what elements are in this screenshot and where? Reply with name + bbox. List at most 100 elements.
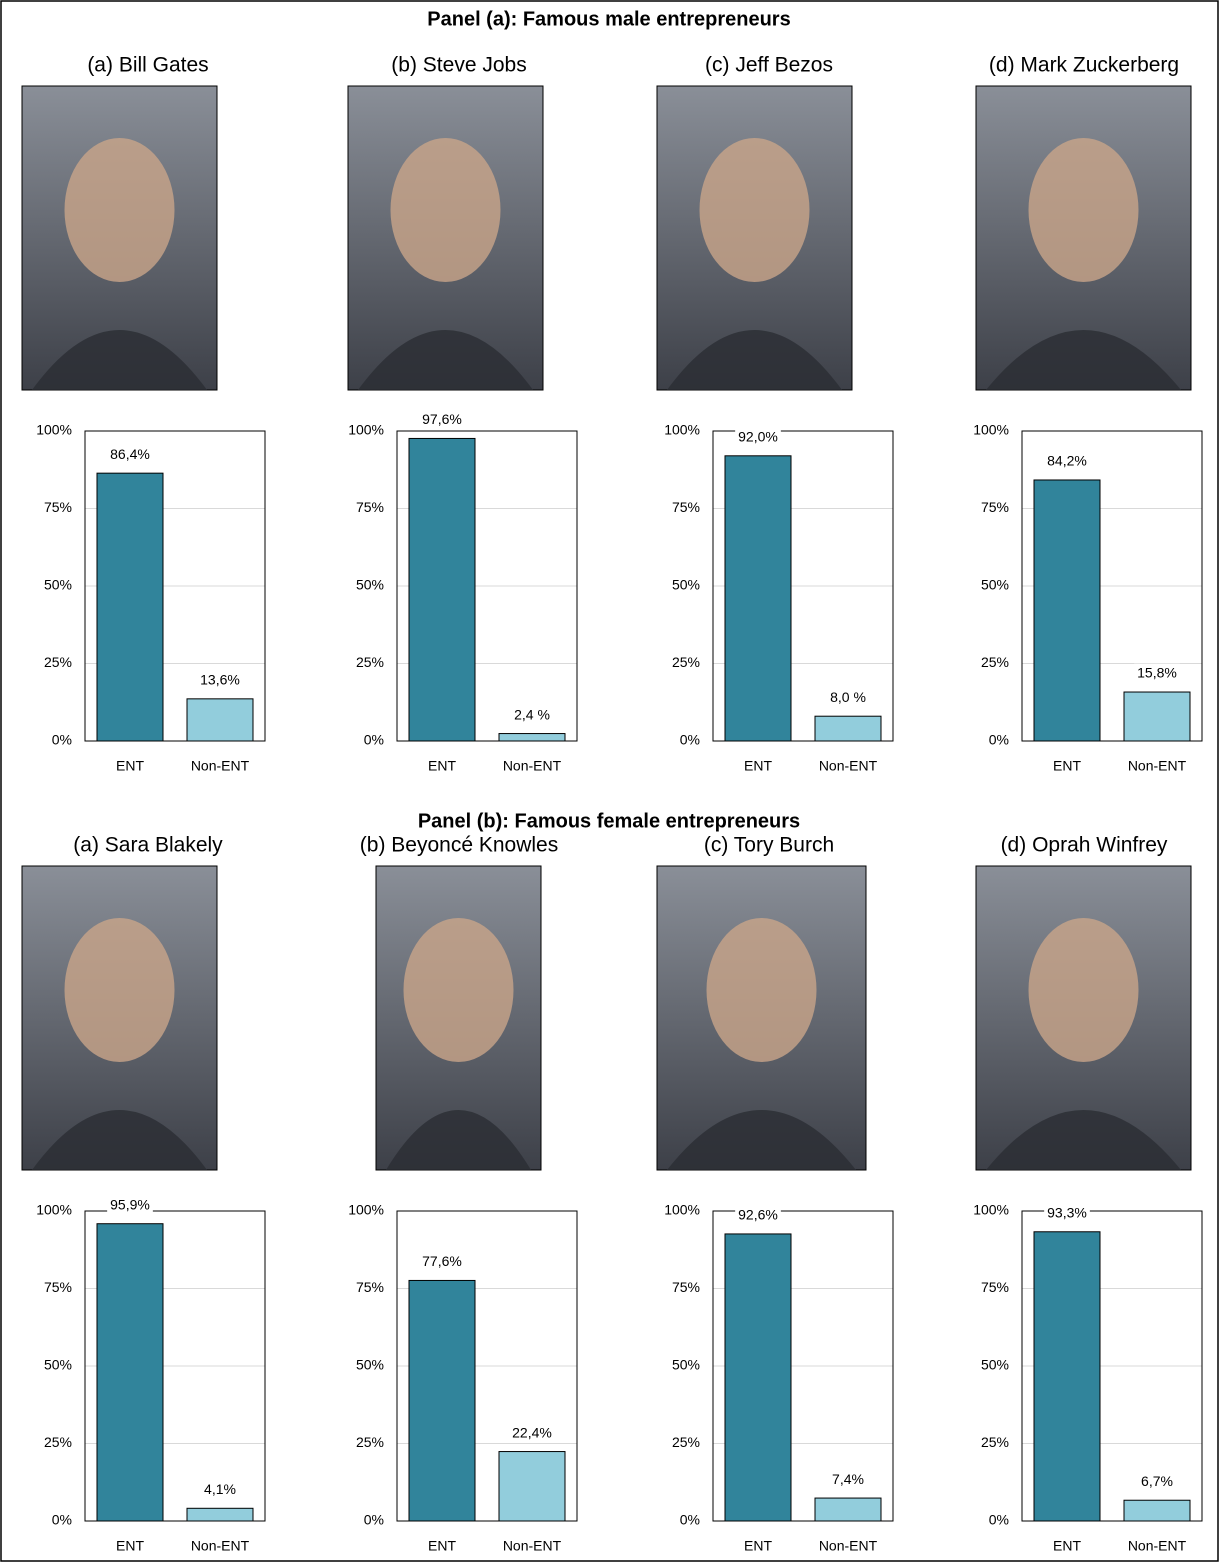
y-tick-label: 0%	[989, 732, 1009, 748]
photo-face	[65, 138, 175, 282]
chart-title: (a) Sara Blakely	[73, 834, 223, 857]
y-tick-label: 75%	[44, 499, 72, 515]
value-label: 22,4%	[512, 1424, 552, 1440]
value-label: 7,4%	[832, 1471, 864, 1487]
y-tick-label: 75%	[672, 499, 700, 515]
y-tick-label: 50%	[672, 1357, 700, 1373]
bar	[97, 473, 163, 741]
bar	[409, 1280, 475, 1521]
x-tick-label: ENT	[1053, 1538, 1081, 1554]
x-tick-label: ENT	[428, 758, 456, 774]
y-tick-label: 50%	[981, 577, 1009, 593]
bar	[499, 734, 565, 741]
x-tick-label: Non-ENT	[1128, 758, 1187, 774]
panel-title: Panel (b): Famous female entrepreneurs	[418, 810, 800, 832]
y-tick-label: 50%	[44, 1357, 72, 1373]
photo-face	[1029, 138, 1139, 282]
chart-title: (b) Beyoncé Knowles	[360, 834, 558, 857]
bar	[1034, 1232, 1100, 1521]
y-tick-label: 0%	[364, 1512, 384, 1528]
value-label: 6,7%	[1141, 1473, 1173, 1489]
x-tick-label: Non-ENT	[503, 758, 562, 774]
bar	[725, 456, 791, 741]
y-tick-label: 0%	[680, 732, 700, 748]
y-tick-label: 100%	[348, 1202, 384, 1218]
y-tick-label: 100%	[973, 1202, 1009, 1218]
y-tick-label: 25%	[44, 1434, 72, 1450]
x-tick-label: ENT	[744, 1538, 772, 1554]
bar	[1034, 480, 1100, 741]
photo-face	[65, 918, 175, 1062]
y-tick-label: 100%	[973, 422, 1009, 438]
photo-face	[391, 138, 501, 282]
bar	[725, 1234, 791, 1521]
photo-face	[707, 918, 817, 1062]
value-label: 93,3%	[1047, 1204, 1087, 1220]
y-tick-label: 25%	[672, 654, 700, 670]
y-tick-label: 75%	[981, 499, 1009, 515]
y-tick-label: 0%	[52, 1512, 72, 1528]
bar	[187, 1508, 253, 1521]
y-tick-label: 50%	[356, 577, 384, 593]
x-tick-label: Non-ENT	[191, 758, 250, 774]
x-tick-label: ENT	[116, 1538, 144, 1554]
bar	[409, 438, 475, 741]
y-tick-label: 0%	[680, 1512, 700, 1528]
y-tick-label: 50%	[981, 1357, 1009, 1373]
x-tick-label: ENT	[1053, 758, 1081, 774]
value-label: 77,6%	[422, 1253, 462, 1269]
value-label: 4,1%	[204, 1481, 236, 1497]
y-tick-label: 75%	[356, 499, 384, 515]
bar	[97, 1224, 163, 1521]
value-label: 97,6%	[422, 411, 462, 427]
chart-title: (d) Mark Zuckerberg	[989, 54, 1179, 77]
y-tick-label: 0%	[989, 1512, 1009, 1528]
chart-title: (c) Tory Burch	[704, 834, 834, 857]
bar	[187, 699, 253, 741]
y-tick-label: 25%	[981, 1434, 1009, 1450]
y-tick-label: 0%	[52, 732, 72, 748]
y-tick-label: 25%	[356, 1434, 384, 1450]
y-tick-label: 25%	[44, 654, 72, 670]
y-tick-label: 100%	[36, 1202, 72, 1218]
bar	[815, 1498, 881, 1521]
x-tick-label: Non-ENT	[191, 1538, 250, 1554]
x-tick-label: Non-ENT	[1128, 1538, 1187, 1554]
y-tick-label: 75%	[356, 1279, 384, 1295]
x-tick-label: ENT	[116, 758, 144, 774]
value-label: 13,6%	[200, 672, 240, 688]
value-label: 8,0 %	[830, 689, 866, 705]
bar	[1124, 692, 1190, 741]
photo-face	[1029, 918, 1139, 1062]
y-tick-label: 50%	[44, 577, 72, 593]
chart-title: (c) Jeff Bezos	[705, 54, 833, 77]
bar	[499, 1452, 565, 1521]
photo-face	[404, 918, 514, 1062]
value-label: 86,4%	[110, 446, 150, 462]
panel-title: Panel (a): Famous male entrepreneurs	[427, 8, 790, 30]
y-tick-label: 100%	[348, 422, 384, 438]
figure: Panel (a): Famous male entrepreneurs Pan…	[0, 0, 1219, 1562]
value-label: 95,9%	[110, 1196, 150, 1212]
y-tick-label: 25%	[981, 654, 1009, 670]
y-tick-label: 100%	[36, 422, 72, 438]
photo-face	[700, 138, 810, 282]
x-tick-label: ENT	[428, 1538, 456, 1554]
x-tick-label: Non-ENT	[819, 758, 878, 774]
value-label: 84,2%	[1047, 453, 1087, 469]
y-tick-label: 50%	[672, 577, 700, 593]
value-label: 92,0%	[738, 429, 778, 445]
chart-title: (a) Bill Gates	[87, 54, 208, 77]
bar	[1124, 1500, 1190, 1521]
y-tick-label: 50%	[356, 1357, 384, 1373]
y-tick-label: 75%	[44, 1279, 72, 1295]
y-tick-label: 0%	[364, 732, 384, 748]
chart-title: (b) Steve Jobs	[391, 54, 526, 77]
y-tick-label: 75%	[981, 1279, 1009, 1295]
x-tick-label: Non-ENT	[503, 1538, 562, 1554]
y-tick-label: 25%	[356, 654, 384, 670]
chart-title: (d) Oprah Winfrey	[1001, 834, 1168, 857]
x-tick-label: Non-ENT	[819, 1538, 878, 1554]
y-tick-label: 75%	[672, 1279, 700, 1295]
y-tick-label: 100%	[664, 422, 700, 438]
